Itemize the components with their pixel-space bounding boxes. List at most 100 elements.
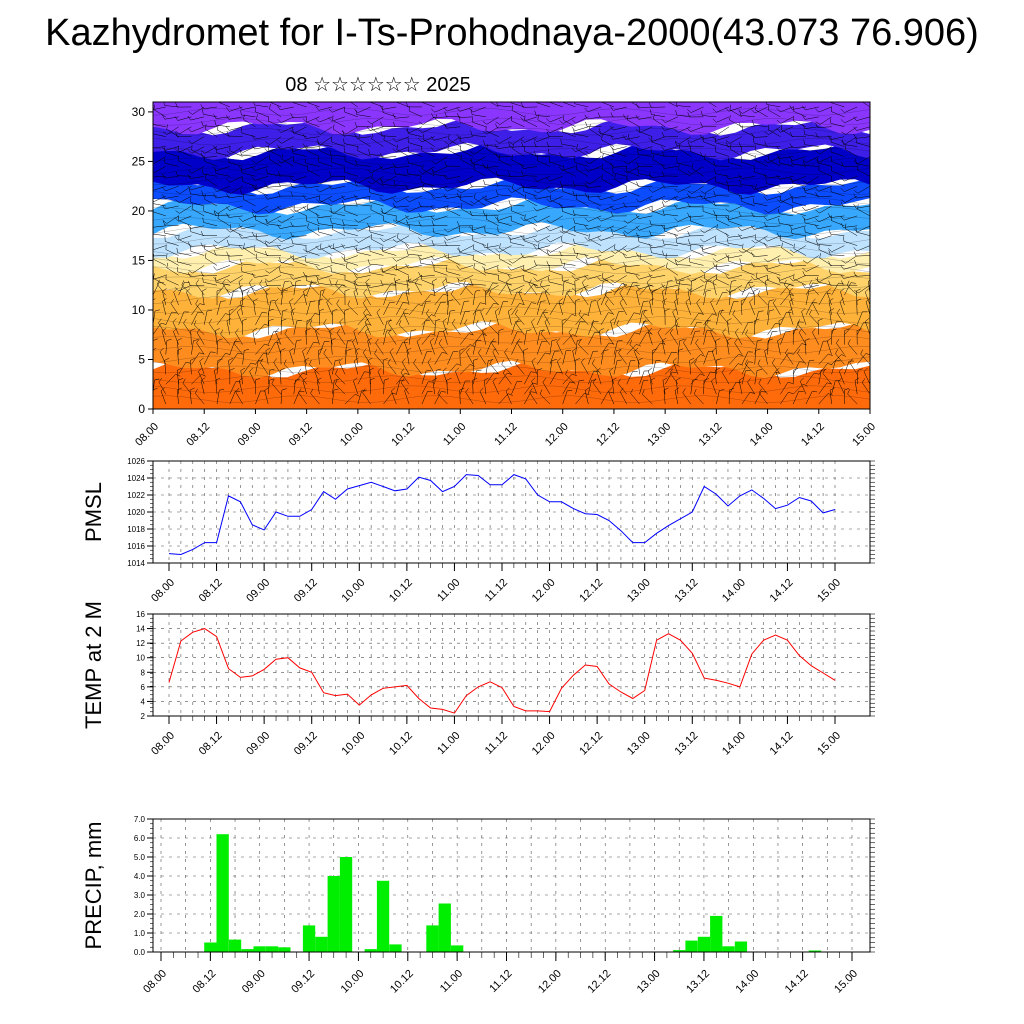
wind-barb-flag bbox=[162, 173, 165, 179]
wind-barb-flag bbox=[309, 359, 312, 365]
wind-barb bbox=[307, 228, 320, 236]
wind-barb bbox=[267, 320, 270, 335]
wind-barb-flag bbox=[315, 327, 320, 332]
y-tick-label: 1014 bbox=[127, 559, 145, 568]
wind-barb bbox=[215, 195, 230, 199]
x-tick-label: 09.12 bbox=[292, 577, 320, 605]
wind-barb bbox=[153, 282, 160, 296]
wind-barb-flag bbox=[226, 190, 231, 194]
wind-barb-flag bbox=[137, 138, 140, 142]
wind-barb-flag bbox=[239, 150, 242, 156]
wind-barb bbox=[153, 124, 166, 128]
y-tick-label: 30 bbox=[132, 105, 146, 119]
x-tick-label: 08.00 bbox=[133, 421, 161, 449]
wind-barb bbox=[216, 185, 230, 192]
wind-barb bbox=[331, 212, 346, 217]
wind-barb-flag bbox=[277, 159, 282, 164]
wind-barb-flag bbox=[280, 348, 286, 351]
x-tick-label: 12.00 bbox=[530, 730, 558, 758]
wind-barb-flag bbox=[139, 99, 140, 104]
color-band bbox=[153, 281, 870, 339]
contour-line bbox=[153, 365, 870, 374]
wind-barb bbox=[323, 323, 333, 335]
wind-barb-flag bbox=[533, 227, 538, 232]
wind-barb bbox=[255, 312, 263, 325]
wind-barb-flag bbox=[353, 278, 358, 282]
wind-barb bbox=[216, 353, 226, 365]
wind-barb bbox=[241, 166, 256, 171]
wind-barb-flag bbox=[150, 144, 152, 148]
wind-barb-flag bbox=[188, 280, 191, 286]
wind-barb bbox=[177, 350, 179, 365]
wind-barb-flag bbox=[161, 204, 166, 210]
wind-barb-flag bbox=[281, 318, 287, 321]
wind-barb bbox=[319, 116, 333, 123]
wind-barb bbox=[173, 291, 179, 306]
wind-barb bbox=[229, 126, 243, 131]
wind-barb-flag bbox=[318, 298, 323, 302]
wind-barb bbox=[178, 311, 185, 325]
wind-barb bbox=[255, 360, 259, 375]
wind-barb-flag bbox=[213, 266, 217, 271]
wind-barb-flag bbox=[210, 351, 216, 353]
x-tick-label: 14.12 bbox=[783, 968, 811, 996]
precip-bar bbox=[438, 903, 451, 952]
wind-barb-flag bbox=[175, 199, 180, 203]
wind-barb bbox=[331, 222, 346, 227]
wind-barb-flag bbox=[277, 191, 281, 197]
x-tick-label: 13.00 bbox=[635, 968, 663, 996]
wind-barb-flag bbox=[241, 128, 243, 134]
wind-barb-flag bbox=[196, 338, 200, 343]
wind-barb-flag bbox=[339, 318, 344, 322]
wind-barb bbox=[280, 126, 294, 133]
x-tick-label: 09.00 bbox=[240, 968, 268, 996]
color-band bbox=[153, 197, 870, 240]
contour-line bbox=[153, 207, 870, 215]
wind-barb bbox=[254, 176, 269, 181]
wind-barb bbox=[191, 352, 200, 365]
wind-barb bbox=[199, 361, 205, 375]
wind-barb-flag bbox=[214, 367, 219, 371]
wind-barb bbox=[293, 146, 307, 152]
x-tick-label: 11.12 bbox=[483, 577, 510, 604]
wind-barb bbox=[293, 102, 307, 108]
wind-barb bbox=[242, 181, 256, 187]
wind-barb-flag bbox=[200, 377, 206, 381]
x-tick-label: 10.12 bbox=[388, 968, 416, 996]
y-tick-label: 0 bbox=[138, 402, 145, 416]
wind-barb bbox=[238, 281, 243, 296]
wind-barb-flag bbox=[298, 388, 302, 393]
wind-barb bbox=[265, 291, 269, 306]
wind-barb-flag bbox=[315, 245, 320, 251]
contour-line bbox=[153, 157, 870, 166]
x-tick-label: 13.00 bbox=[625, 577, 653, 605]
wind-barb bbox=[306, 282, 313, 296]
wind-barb-flag bbox=[314, 313, 320, 315]
wind-barb bbox=[255, 189, 269, 197]
x-tick-label: 12.12 bbox=[577, 730, 605, 758]
wind-barb-flag bbox=[290, 129, 295, 134]
wind-barb-flag bbox=[335, 359, 341, 361]
wind-barb bbox=[255, 343, 265, 355]
wind-barb-flag bbox=[190, 328, 196, 331]
wind-barb-flag bbox=[150, 173, 152, 178]
wind-barb bbox=[228, 255, 243, 257]
wind-barb bbox=[315, 331, 320, 345]
wind-barb-flag bbox=[316, 131, 321, 135]
wind-barb-flag bbox=[172, 318, 177, 323]
wind-barb-flag bbox=[151, 119, 152, 124]
wind-barb bbox=[230, 275, 243, 283]
wind-barb-flag bbox=[249, 367, 254, 372]
wind-barb-flag bbox=[188, 111, 193, 115]
wind-barb-flag bbox=[240, 110, 242, 116]
wind-barb-flag bbox=[251, 144, 255, 150]
wind-barb bbox=[249, 371, 256, 385]
wind-barb bbox=[191, 208, 205, 217]
wind-barb bbox=[190, 251, 205, 256]
wind-barb-flag bbox=[316, 141, 321, 145]
wind-barb bbox=[281, 159, 294, 167]
wind-barb bbox=[153, 245, 154, 246]
wind-barb-flag bbox=[265, 218, 268, 224]
wind-barb-flag bbox=[153, 348, 157, 351]
